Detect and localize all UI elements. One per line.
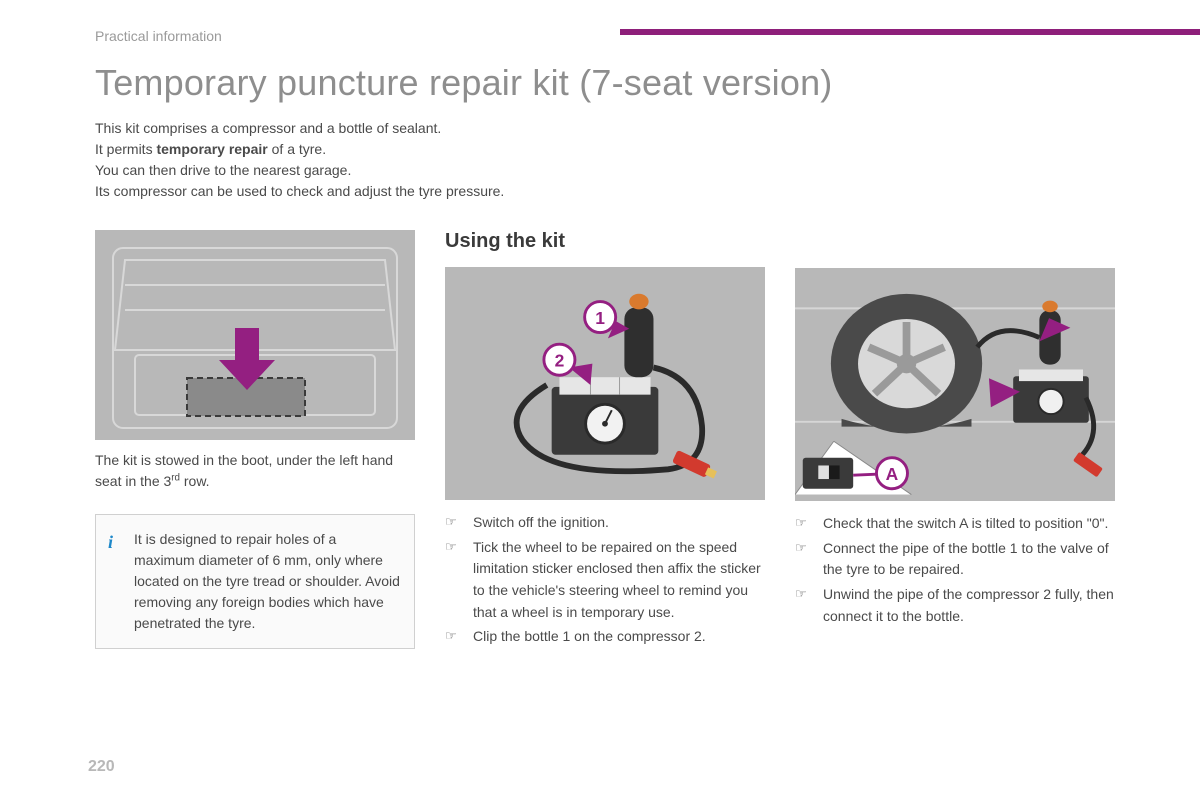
instruction-item: ☞ Check that the switch A is tilted to p… bbox=[795, 513, 1115, 535]
mid-instructions: ☞ Switch off the ignition. ☞ Tick the wh… bbox=[445, 512, 765, 648]
instruction-text: Tick the wheel to be repaired on the spe… bbox=[473, 537, 765, 624]
tyre-illustration: A bbox=[795, 268, 1115, 501]
tyre-svg: A bbox=[795, 268, 1115, 501]
spacer bbox=[795, 230, 1115, 268]
right-column: A ☞ Check that the switch A is tilted to… bbox=[795, 230, 1115, 651]
pointer-icon: ☞ bbox=[445, 537, 473, 624]
pointer-icon: ☞ bbox=[795, 584, 823, 627]
compressor-svg: 1 2 bbox=[445, 267, 765, 500]
info-box-text: It is designed to repair holes of a maxi… bbox=[134, 531, 400, 631]
instruction-text: Switch off the ignition. bbox=[473, 512, 765, 534]
intro-line: Its compressor can be used to check and … bbox=[95, 181, 1115, 202]
right-instructions: ☞ Check that the switch A is tilted to p… bbox=[795, 513, 1115, 627]
intro-block: This kit comprises a compressor and a bo… bbox=[95, 118, 1115, 202]
instruction-text: Clip the bottle 1 on the compressor 2. bbox=[473, 626, 765, 648]
pointer-icon: ☞ bbox=[795, 538, 823, 581]
page-number: 220 bbox=[88, 758, 115, 776]
instruction-text: Unwind the pipe of the compressor 2 full… bbox=[823, 584, 1115, 627]
boot-illustration bbox=[95, 230, 415, 440]
instruction-item: ☞ Connect the pipe of the bottle 1 to th… bbox=[795, 538, 1115, 581]
caption-sup: rd bbox=[171, 472, 180, 483]
callout-a-label: A bbox=[886, 464, 899, 484]
boot-svg bbox=[95, 230, 415, 440]
columns: The kit is stowed in the boot, under the… bbox=[95, 230, 1115, 651]
intro-text: of a tyre. bbox=[268, 141, 326, 157]
instruction-item: ☞ Switch off the ignition. bbox=[445, 512, 765, 534]
accent-bar bbox=[620, 29, 1200, 35]
left-column: The kit is stowed in the boot, under the… bbox=[95, 230, 415, 651]
pointer-icon: ☞ bbox=[445, 626, 473, 648]
intro-text: It permits bbox=[95, 141, 156, 157]
callout-2-label: 2 bbox=[555, 351, 565, 371]
intro-line: This kit comprises a compressor and a bo… bbox=[95, 118, 1115, 139]
pointer-icon: ☞ bbox=[445, 512, 473, 534]
pointer-icon: ☞ bbox=[795, 513, 823, 535]
instruction-item: ☞ Clip the bottle 1 on the compressor 2. bbox=[445, 626, 765, 648]
caption-text: The kit is stowed in the boot, under the… bbox=[95, 452, 393, 489]
callout-1-label: 1 bbox=[595, 308, 605, 328]
boot-caption: The kit is stowed in the boot, under the… bbox=[95, 450, 415, 492]
caption-text: row. bbox=[180, 473, 210, 489]
intro-line: It permits temporary repair of a tyre. bbox=[95, 139, 1115, 160]
using-kit-heading: Using the kit bbox=[445, 230, 765, 253]
page-content: Practical information Temporary puncture… bbox=[0, 0, 1200, 651]
page-title: Temporary puncture repair kit (7-seat ve… bbox=[95, 62, 1115, 104]
instruction-text: Connect the pipe of the bottle 1 to the … bbox=[823, 538, 1115, 581]
info-box: i It is designed to repair holes of a ma… bbox=[95, 514, 415, 649]
instruction-text: Check that the switch A is tilted to pos… bbox=[823, 513, 1115, 535]
middle-column: Using the kit bbox=[445, 230, 765, 651]
intro-bold: temporary repair bbox=[156, 141, 267, 157]
info-icon: i bbox=[108, 529, 124, 545]
intro-line: You can then drive to the nearest garage… bbox=[95, 160, 1115, 181]
instruction-item: ☞ Unwind the pipe of the compressor 2 fu… bbox=[795, 584, 1115, 627]
compressor-illustration: 1 2 bbox=[445, 267, 765, 500]
instruction-item: ☞ Tick the wheel to be repaired on the s… bbox=[445, 537, 765, 624]
